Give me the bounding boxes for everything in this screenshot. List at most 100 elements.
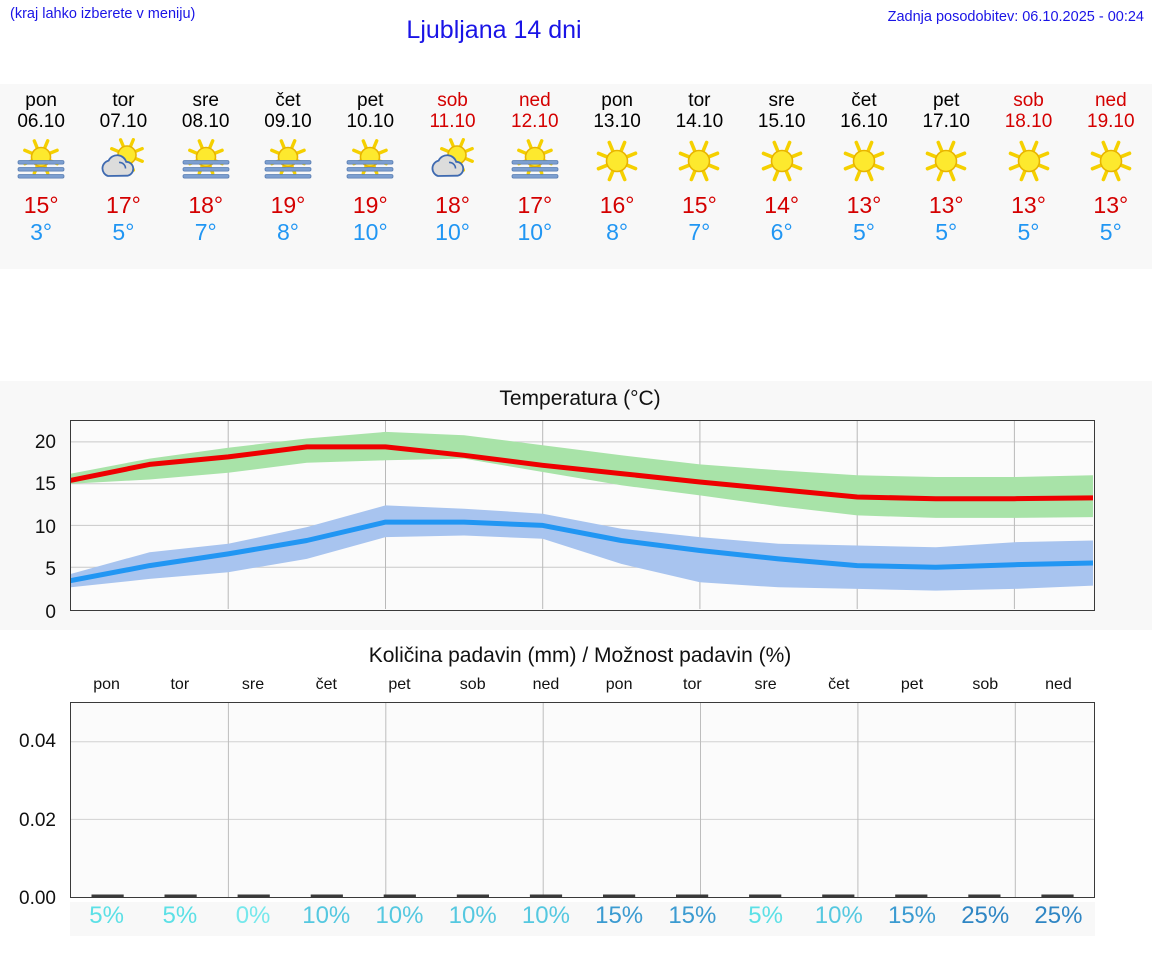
precipitation-day-label: čet: [828, 676, 850, 693]
day-date: 06.10: [17, 111, 65, 132]
sun-fog-icon: [494, 135, 576, 187]
precipitation-probability-value: 10%: [814, 902, 863, 929]
precipitation-day-label: pon: [605, 676, 633, 693]
day-name: sob: [437, 90, 468, 111]
day-temp-min: 6°: [770, 219, 793, 245]
day-column[interactable]: pet 17.10 13° 5°: [905, 84, 987, 269]
precipitation-probability-value: 5%: [89, 902, 124, 929]
day-name: čet: [275, 90, 301, 111]
day-date: 08.10: [181, 111, 230, 132]
day-temp-min: 10°: [352, 219, 388, 245]
day-temp-min: 3°: [30, 219, 53, 245]
temperature-y-tick: 15: [34, 474, 56, 496]
day-date: 15.10: [757, 111, 806, 132]
day-date: 11.10: [429, 111, 476, 132]
temperature-plot-area: [70, 420, 1095, 611]
day-temp-min: 5°: [1099, 219, 1122, 245]
day-column[interactable]: pet 10.10 19° 10°: [329, 84, 411, 269]
day-column[interactable]: pon 06.10 15° 3°: [0, 84, 82, 269]
day-name: pet: [357, 90, 384, 111]
day-name: ned: [518, 90, 551, 111]
precipitation-y-tick: 0.00: [19, 888, 56, 909]
precipitation-probability-value: 10%: [448, 902, 497, 929]
sun-icon: [741, 135, 823, 187]
day-name: pon: [601, 90, 633, 111]
location-menu-note[interactable]: (kraj lahko izberete v meniju): [10, 6, 196, 22]
daily-forecast-strip: pon 06.10 15° 3° tor 07.10 17° 5° sre 08.10 18°…: [0, 84, 1152, 269]
day-column[interactable]: tor 07.10 17° 5°: [82, 84, 164, 269]
precipitation-y-tick: 0.02: [19, 809, 56, 831]
precipitation-day-label: čet: [315, 676, 337, 693]
day-date: 14.10: [675, 111, 724, 132]
day-date: 18.10: [1004, 111, 1053, 132]
day-temp-max: 13°: [928, 192, 964, 218]
precipitation-probability-value: 15%: [668, 902, 717, 929]
day-temp-max: 15°: [682, 192, 717, 218]
day-date: 17.10: [922, 111, 970, 132]
precipitation-probability-value: 10%: [521, 902, 570, 929]
day-name: pet: [933, 90, 960, 111]
day-temp-max: 18°: [435, 192, 470, 218]
sun-cloud-icon: [411, 135, 493, 187]
day-temp-min: 10°: [517, 219, 553, 245]
precipitation-probability-value: 15%: [595, 902, 644, 929]
precipitation-chart-svg: [71, 703, 1094, 897]
day-name: sob: [1013, 90, 1044, 111]
day-temp-min: 7°: [194, 219, 217, 245]
day-name: pon: [25, 90, 57, 111]
precipitation-y-tick: 0.04: [19, 731, 56, 753]
day-name: tor: [688, 90, 711, 111]
day-column[interactable]: ned 19.10 13° 5°: [1070, 84, 1152, 269]
day-name: tor: [112, 90, 135, 111]
day-temp-min: 5°: [1017, 219, 1040, 245]
precipitation-day-label: pon: [93, 676, 120, 693]
precipitation-probability-value: 10%: [302, 902, 351, 929]
day-column[interactable]: sob 11.10 18° 10°: [411, 84, 493, 269]
precipitation-probability-value: 15%: [887, 902, 937, 929]
day-temp-max: 13°: [846, 192, 882, 218]
temperature-y-tick: 0: [45, 601, 56, 623]
precipitation-probability-value: 5%: [162, 902, 198, 929]
day-column[interactable]: ned 12.10 17° 10°: [494, 84, 576, 269]
day-temp-min: 7°: [688, 219, 711, 245]
day-column[interactable]: sre 15.10 14° 6°: [741, 84, 823, 269]
day-temp-max: 13°: [1093, 192, 1129, 218]
day-temp-max: 13°: [1011, 192, 1046, 218]
sun-icon: [576, 135, 658, 187]
day-column[interactable]: sob 18.10 13° 5°: [987, 84, 1069, 269]
day-date: 13.10: [593, 111, 641, 132]
day-date: 19.10: [1087, 111, 1135, 132]
day-column[interactable]: tor 14.10 15° 7°: [658, 84, 740, 269]
day-name: sre: [192, 90, 219, 111]
temperature-y-tick: 10: [34, 516, 56, 538]
day-date: 07.10: [99, 111, 148, 132]
precipitation-day-label: tor: [170, 676, 190, 693]
sun-icon: [658, 135, 740, 187]
day-temp-max: 18°: [188, 192, 224, 218]
precipitation-day-label: tor: [683, 676, 702, 693]
day-column[interactable]: sre 08.10 18° 7°: [165, 84, 247, 269]
precipitation-x-axis-labels: pon tor sre čet pet sob ned pon tor sre čet pet sob n…: [70, 676, 1095, 700]
day-temp-min: 5°: [935, 219, 958, 245]
day-temp-max: 16°: [599, 192, 635, 218]
day-column[interactable]: čet 16.10 13° 5°: [823, 84, 905, 269]
precipitation-day-label: pet: [388, 676, 411, 693]
day-column[interactable]: pon 13.10 16° 8°: [576, 84, 658, 269]
temperature-chart-svg: [71, 421, 1093, 609]
day-temp-max: 17°: [517, 192, 553, 218]
day-temp-min: 8°: [276, 219, 299, 245]
sun-fog-icon: [247, 135, 329, 187]
precipitation-day-label: ned: [1045, 676, 1072, 693]
day-temp-max: 19°: [270, 192, 306, 218]
sun-cloud-icon: [82, 135, 164, 187]
precipitation-chart-title: Količina padavin (mm) / Možnost padavin …: [368, 644, 792, 667]
sun-icon: [823, 135, 905, 187]
day-date: 09.10: [264, 111, 312, 132]
sun-fog-icon: [0, 135, 82, 187]
day-column[interactable]: čet 09.10 19° 8°: [247, 84, 329, 269]
precipitation-probability-value: 10%: [375, 902, 424, 929]
day-temp-max: 19°: [352, 192, 388, 218]
precipitation-day-label: pet: [900, 676, 924, 693]
precipitation-day-label: sob: [972, 676, 999, 693]
